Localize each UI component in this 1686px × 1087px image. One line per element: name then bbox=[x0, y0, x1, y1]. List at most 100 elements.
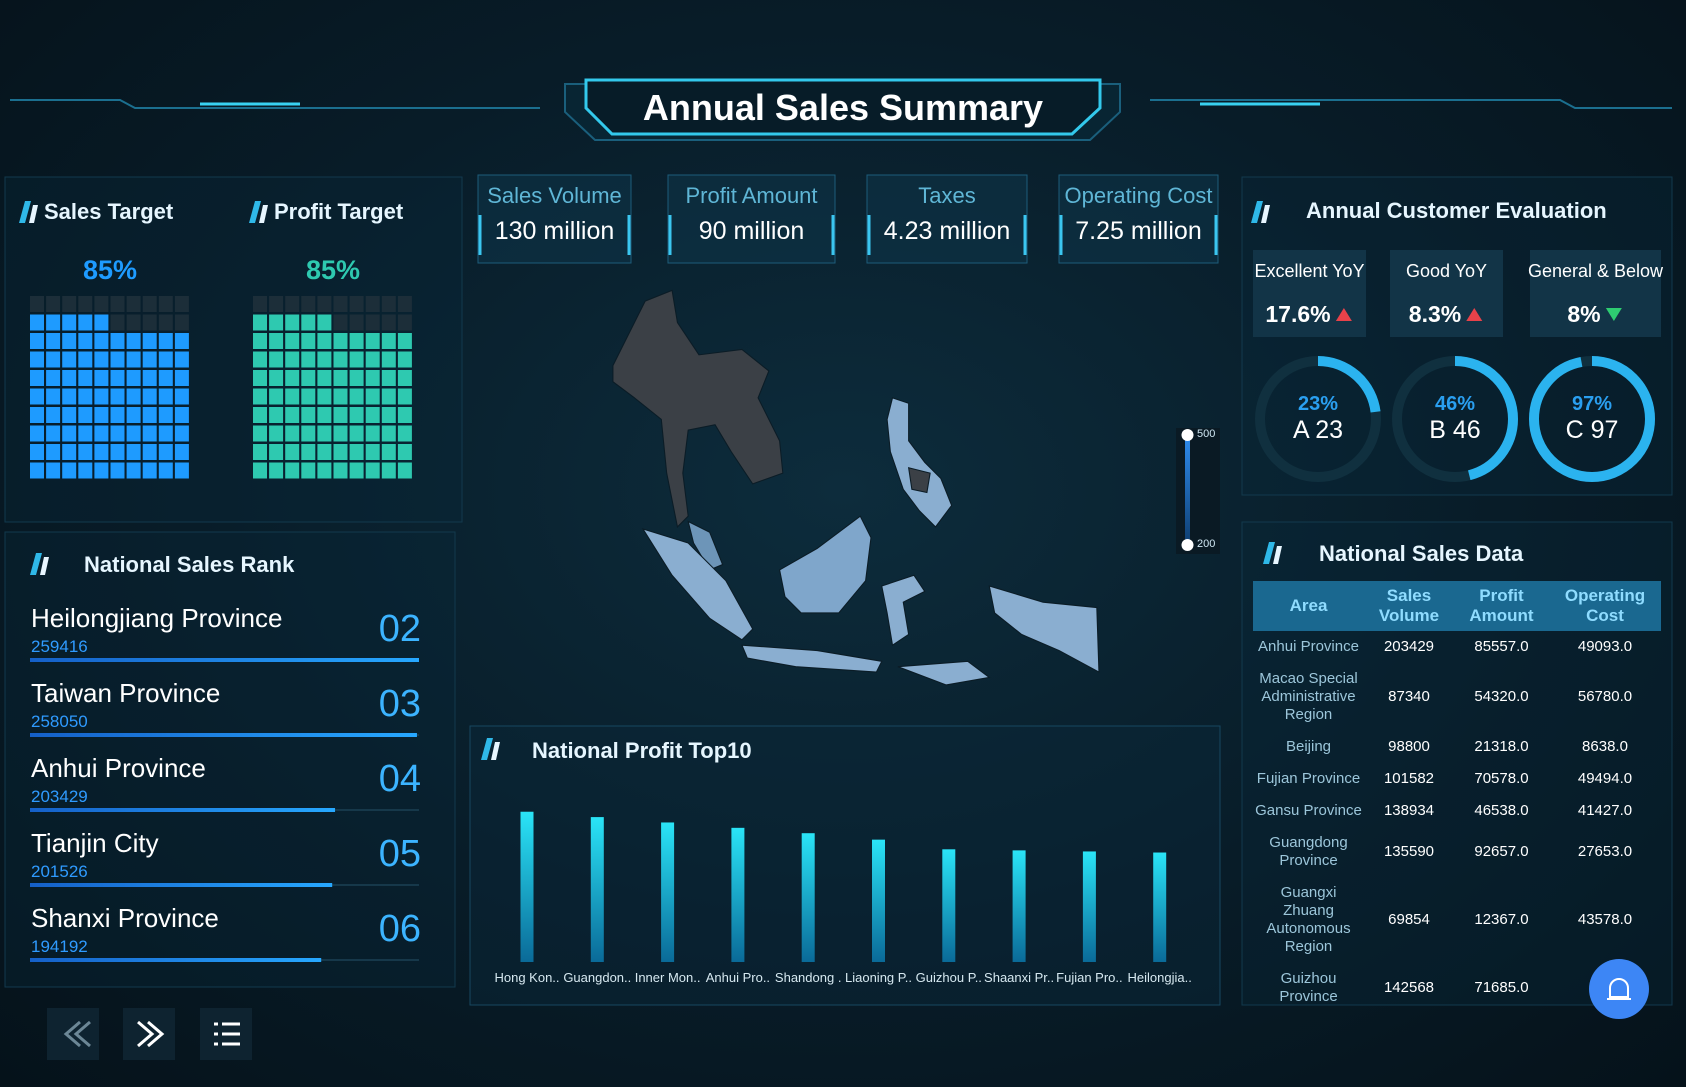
rank-number: 02 bbox=[378, 608, 421, 651]
waffle-cell bbox=[94, 296, 109, 312]
waffle-cell bbox=[285, 351, 300, 368]
map-region bbox=[778, 515, 872, 614]
table-row: Fujian Province 101582 70578.0 49494.0 bbox=[1253, 763, 1661, 795]
rank-number: 04 bbox=[378, 758, 421, 801]
slider-knob[interactable] bbox=[1181, 429, 1194, 441]
table-cell: 101582 bbox=[1383, 770, 1435, 787]
kpi-bracket bbox=[867, 215, 1027, 255]
waffle-cell bbox=[253, 388, 267, 405]
waffle-cell bbox=[30, 370, 44, 386]
waffle-cell bbox=[365, 351, 380, 368]
waffle-cell bbox=[397, 444, 412, 460]
waffle-cell bbox=[62, 370, 77, 386]
waffle-cell bbox=[253, 296, 267, 312]
waffle-cell bbox=[174, 462, 189, 479]
waffle-cell bbox=[333, 462, 348, 479]
waffle-cell bbox=[381, 370, 396, 386]
column-header: Area bbox=[1253, 581, 1364, 631]
waffle-cell bbox=[365, 407, 380, 423]
panel-icon bbox=[1273, 546, 1282, 564]
waffle-cell bbox=[285, 407, 300, 423]
trend-arrow bbox=[1605, 308, 1622, 321]
table-cell: 70578.0 bbox=[1474, 770, 1529, 787]
waffle-cell bbox=[126, 370, 141, 386]
waffle-cell bbox=[62, 388, 77, 405]
table-cell: 56780.0 bbox=[1577, 688, 1633, 705]
rank-value: 203429 bbox=[31, 786, 88, 806]
waffle-cell bbox=[46, 333, 61, 349]
waffle-cell bbox=[62, 333, 77, 349]
waffle-cell bbox=[142, 351, 157, 368]
waffle-cell bbox=[317, 444, 332, 460]
waffle-cell bbox=[30, 351, 44, 368]
waffle-cell bbox=[110, 462, 125, 479]
waffle-cell bbox=[94, 351, 109, 368]
prev-button[interactable] bbox=[47, 1008, 99, 1060]
waffle-cell bbox=[62, 425, 77, 442]
bar bbox=[872, 839, 885, 962]
waffle-cell bbox=[46, 388, 61, 405]
assistant-button[interactable] bbox=[1589, 959, 1649, 1019]
table-cell: 41427.0 bbox=[1577, 802, 1633, 819]
x-tick-label: Fujian Pro.. bbox=[1056, 970, 1123, 986]
slider-track[interactable] bbox=[1185, 435, 1190, 545]
waffle-cell bbox=[301, 407, 316, 423]
table-cell: 203429 bbox=[1383, 638, 1435, 655]
map-region bbox=[881, 574, 926, 647]
waffle-cell bbox=[349, 351, 364, 368]
waffle-cell bbox=[317, 407, 332, 423]
waffle-cell bbox=[110, 333, 125, 349]
waffle-cell bbox=[269, 444, 284, 460]
waffle-cell bbox=[46, 444, 61, 460]
table-cell: Guizhou Province bbox=[1279, 970, 1338, 1001]
panel-icon bbox=[29, 205, 38, 223]
waffle-cell bbox=[158, 296, 173, 312]
waffle-cell bbox=[253, 333, 267, 349]
next-button[interactable] bbox=[123, 1008, 175, 1060]
bar bbox=[1082, 851, 1096, 962]
eval-value: 8% bbox=[1567, 300, 1623, 328]
eval-value: 17.6% bbox=[1265, 300, 1353, 328]
rank-name: Shanxi Province bbox=[31, 903, 219, 934]
waffle-cell bbox=[158, 388, 173, 405]
waffle-cell bbox=[174, 314, 189, 331]
table-cell: Anhui Province bbox=[1258, 638, 1359, 655]
waffle-cell bbox=[381, 296, 396, 312]
x-tick-label: Guangdon.. bbox=[563, 970, 632, 986]
assistant-circle[interactable] bbox=[1589, 959, 1649, 1019]
map bbox=[612, 289, 1100, 686]
waffle-cell bbox=[397, 314, 412, 331]
map-region bbox=[687, 520, 724, 571]
table-cell: Guangdong Province bbox=[1269, 834, 1348, 869]
waffle-cell bbox=[78, 333, 93, 349]
x-tick-label: Inner Mon.. bbox=[634, 970, 701, 986]
eval-value-text: 17.6% bbox=[1265, 301, 1331, 327]
waffle-cell bbox=[174, 296, 189, 312]
column-header: Profit Amount bbox=[1454, 581, 1549, 631]
slider-knob[interactable] bbox=[1181, 539, 1194, 551]
waffle-cell bbox=[333, 314, 348, 331]
table-cell: Beijing bbox=[1285, 738, 1332, 755]
waffle-cell bbox=[381, 388, 396, 405]
panel-title: Annual Customer Evaluation bbox=[1306, 197, 1607, 223]
waffle-cell bbox=[333, 333, 348, 349]
kpi-label: Taxes bbox=[918, 182, 976, 208]
panel-title: National Sales Rank bbox=[84, 551, 295, 577]
waffle-cell bbox=[126, 444, 141, 460]
waffle-cell bbox=[94, 333, 109, 349]
waffle-cell bbox=[174, 407, 189, 423]
waffle-cell bbox=[62, 314, 77, 331]
waffle-cell bbox=[62, 462, 77, 479]
rank-number: 06 bbox=[378, 908, 421, 951]
waffle-cell bbox=[253, 370, 267, 386]
waffle-cell bbox=[142, 296, 157, 312]
waffle-cell bbox=[62, 444, 77, 460]
table-cell: 12367.0 bbox=[1474, 911, 1529, 928]
kpi-label: Operating Cost bbox=[1064, 182, 1213, 208]
waffle-cell bbox=[142, 333, 157, 349]
table-row: Guangdong Province 135590 92657.0 27653.0 bbox=[1253, 827, 1661, 877]
waffle-cell bbox=[365, 296, 380, 312]
waffle-cell bbox=[46, 296, 61, 312]
waffle-cell bbox=[110, 425, 125, 442]
kpi-box bbox=[866, 174, 1028, 264]
